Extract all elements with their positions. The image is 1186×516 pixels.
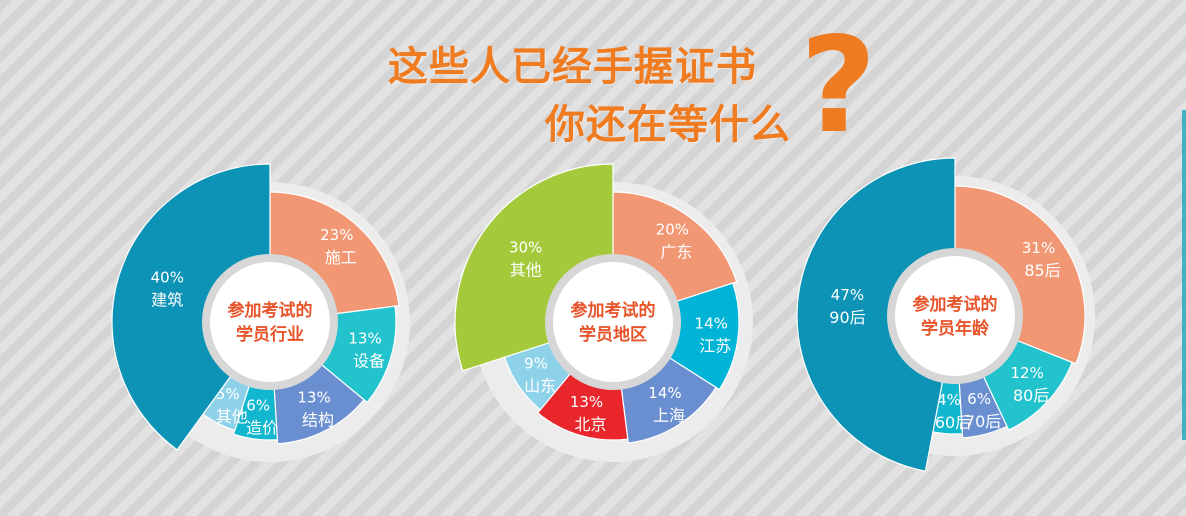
slice-percent-label: 9% xyxy=(524,354,548,372)
slice-name-label: 90后 xyxy=(829,308,865,327)
headline-line-2: 你还在等什么 xyxy=(545,102,791,148)
center-label: 参加考试的 xyxy=(228,300,313,321)
center-disc xyxy=(553,262,673,382)
slice-percent-label: 6% xyxy=(967,390,991,408)
slice-percent-label: 12% xyxy=(1010,364,1043,382)
question-mark-icon: ? xyxy=(800,9,877,163)
slice-percent-label: 13% xyxy=(570,393,603,411)
slice-percent-label: 47% xyxy=(831,286,864,304)
slice-name-label: 北京 xyxy=(574,415,606,434)
slice-name-label: 其他 xyxy=(510,261,542,280)
center-label: 学员地区 xyxy=(579,324,647,345)
slice-name-label: 设备 xyxy=(353,352,385,371)
headline-line-1: 这些人已经手握证书 xyxy=(388,44,757,90)
slice-name-label: 江苏 xyxy=(699,336,731,355)
slice-percent-label: 14% xyxy=(648,384,681,402)
slice-percent-label: 6% xyxy=(246,396,270,414)
slice-name-label: 结构 xyxy=(302,410,334,429)
slice-percent-label: 23% xyxy=(320,226,353,244)
slice-percent-label: 13% xyxy=(297,388,330,406)
slice-name-label: 施工 xyxy=(325,248,357,267)
slice-percent-label: 14% xyxy=(695,314,728,332)
center-disc xyxy=(210,262,330,382)
slice-percent-label: 4% xyxy=(937,391,961,409)
slice-percent-label: 13% xyxy=(348,330,381,348)
slice-name-label: 造价 xyxy=(246,418,278,437)
slice-name-label: 其他 xyxy=(216,407,248,426)
center-label: 学员年龄 xyxy=(921,318,990,339)
center-disc xyxy=(895,256,1015,376)
slice-name-label: 上海 xyxy=(653,406,685,425)
slice-percent-label: 5% xyxy=(216,385,240,403)
right-edge-decoration xyxy=(1182,110,1186,440)
slice-name-label: 山东 xyxy=(524,376,556,395)
slice-name-label: 60后 xyxy=(935,413,971,432)
center-label: 参加考试的 xyxy=(571,300,656,321)
slice-name-label: 80后 xyxy=(1013,386,1049,405)
center-label: 参加考试的 xyxy=(913,294,998,315)
slice-name-label: 建筑 xyxy=(151,291,183,310)
slice-percent-label: 40% xyxy=(151,269,184,287)
slice-name-label: 70后 xyxy=(965,412,1001,431)
slice-percent-label: 31% xyxy=(1022,239,1055,257)
center-label: 学员行业 xyxy=(236,324,304,345)
slice-name-label: 广东 xyxy=(660,242,692,261)
slice-name-label: 85后 xyxy=(1024,261,1060,280)
slice-percent-label: 30% xyxy=(509,239,542,257)
slice-percent-label: 20% xyxy=(656,220,689,238)
